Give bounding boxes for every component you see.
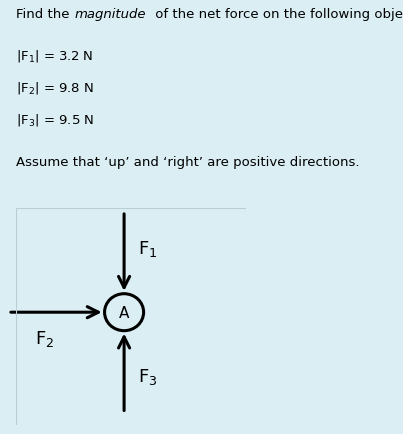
- Text: Assume that ‘up’ and ‘right’ are positive directions.: Assume that ‘up’ and ‘right’ are positiv…: [16, 156, 359, 169]
- Text: |F$_1$| = 3.2 N: |F$_1$| = 3.2 N: [16, 48, 93, 64]
- Text: F$_2$: F$_2$: [35, 329, 54, 349]
- Text: magnitude: magnitude: [75, 8, 146, 21]
- Text: F$_1$: F$_1$: [138, 239, 157, 259]
- Text: F$_3$: F$_3$: [138, 366, 157, 386]
- Text: Find the: Find the: [16, 8, 74, 21]
- Text: |F$_2$| = 9.8 N: |F$_2$| = 9.8 N: [16, 80, 94, 96]
- Text: of the net force on the following object (A) given:: of the net force on the following object…: [151, 8, 403, 21]
- Text: |F$_3$| = 9.5 N: |F$_3$| = 9.5 N: [16, 112, 94, 128]
- Text: A: A: [119, 305, 129, 320]
